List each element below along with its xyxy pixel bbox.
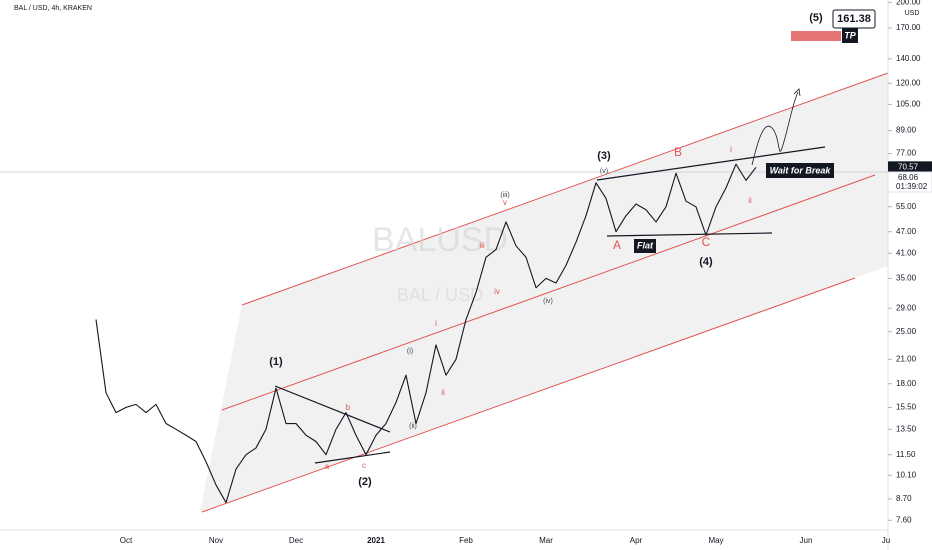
wave-label: ii <box>748 196 752 205</box>
y-tick-label: 10.10 <box>896 470 917 479</box>
arrow-head <box>793 88 801 97</box>
price-axis <box>888 0 932 550</box>
wave-label: iii <box>479 241 485 250</box>
trendline <box>314 451 391 464</box>
y-tick-label: 41.00 <box>896 248 917 257</box>
wave-label: (1) <box>269 356 283 368</box>
price-label: 68.06 <box>898 173 919 182</box>
y-tick-label: 77.00 <box>896 149 917 158</box>
trendline <box>274 385 391 433</box>
note: TP <box>844 30 856 40</box>
y-tick-label: 105.00 <box>896 100 921 109</box>
wave-label: (3) <box>597 150 611 162</box>
target-box <box>832 9 876 29</box>
price-label: 01:39:02 <box>896 182 928 191</box>
x-tick-label: Dec <box>289 536 303 545</box>
channel-shade <box>200 73 888 512</box>
x-tick-label: Oct <box>120 536 133 545</box>
watermark: BALUSD <box>372 221 508 259</box>
y-tick-label: 170.00 <box>896 23 921 32</box>
y-tick-label: 89.00 <box>896 126 917 135</box>
x-tick-label: 2021 <box>367 536 385 545</box>
note: Flat <box>637 240 654 250</box>
wave-label: (iv) <box>543 298 553 305</box>
y-tick-label: 140.00 <box>896 54 921 63</box>
channel-line <box>241 72 889 306</box>
x-tick-label: Jun <box>800 536 813 545</box>
wave-label: b <box>346 403 351 412</box>
wave-label: i <box>730 145 732 154</box>
target-label: 161.38 <box>837 13 871 25</box>
y-tick-label: 120.00 <box>896 78 921 87</box>
wave-label: (2) <box>358 476 372 488</box>
y-tick-label: 35.00 <box>896 274 917 283</box>
wave-label: v <box>503 198 507 207</box>
wave-label: i <box>435 319 437 328</box>
channel-line <box>201 277 856 513</box>
note: Wait for Break <box>770 165 832 175</box>
price-line <box>95 163 757 504</box>
y-tick-label: 8.70 <box>896 494 912 503</box>
y-tick-label: 29.00 <box>896 303 917 312</box>
y-tick-label: 25.00 <box>896 327 917 336</box>
x-tick-label: Feb <box>459 536 473 545</box>
y-axis-label: USD <box>905 10 920 17</box>
y-tick-label: 47.00 <box>896 227 917 236</box>
y-tick-label: 11.50 <box>896 450 916 459</box>
wave-label: iv <box>494 287 500 296</box>
y-tick-label: 55.00 <box>896 202 917 211</box>
last-price-label: 70.57 <box>898 162 919 171</box>
y-tick-label: 200.00 <box>896 0 921 6</box>
wave-label: B <box>674 145 682 159</box>
trendline <box>596 146 826 181</box>
y-tick-label: 13.50 <box>896 424 917 433</box>
tp-zone <box>791 31 841 41</box>
wave-label: (4) <box>699 256 713 268</box>
tp-box <box>842 28 858 43</box>
wave-label: A <box>613 238 621 252</box>
x-tick-label: Mar <box>539 536 553 545</box>
plot <box>95 163 757 504</box>
x-tick-label: May <box>708 536 723 545</box>
y-tick-label: 7.60 <box>896 515 912 524</box>
wave-label: C <box>702 235 711 249</box>
wave-label: (iii) <box>500 192 509 199</box>
y-tick-label: 18.00 <box>896 379 917 388</box>
note-box <box>634 239 656 253</box>
last-price-box <box>888 161 932 174</box>
watermark: BAL / USD <box>397 285 483 305</box>
wave-label: (i) <box>407 348 413 355</box>
channel-line <box>221 174 876 411</box>
wave-label: a <box>325 462 330 471</box>
projection-arrow <box>751 91 799 166</box>
wave-label: (ii) <box>409 423 417 430</box>
x-tick-label: Nov <box>209 536 223 545</box>
wave-label: ii <box>441 388 445 397</box>
price-box <box>887 171 932 193</box>
chart-title: BAL / USD, 4h, KRAKEN <box>14 5 92 12</box>
wave-label: (5) <box>809 12 823 24</box>
x-tick-label: Ju <box>882 536 890 545</box>
note-box <box>766 163 834 178</box>
axis-labels: 7.60 8.70 10.10 11.50 13.50 15.50 18.00 21.00 25… <box>120 0 932 545</box>
wave-label: (v) <box>600 168 608 175</box>
y-tick-label: 21.00 <box>896 354 917 363</box>
trendline <box>606 232 773 237</box>
x-tick-label: Apr <box>630 536 643 545</box>
y-tick-label: 15.50 <box>896 403 917 412</box>
wave-label: c <box>362 461 366 470</box>
